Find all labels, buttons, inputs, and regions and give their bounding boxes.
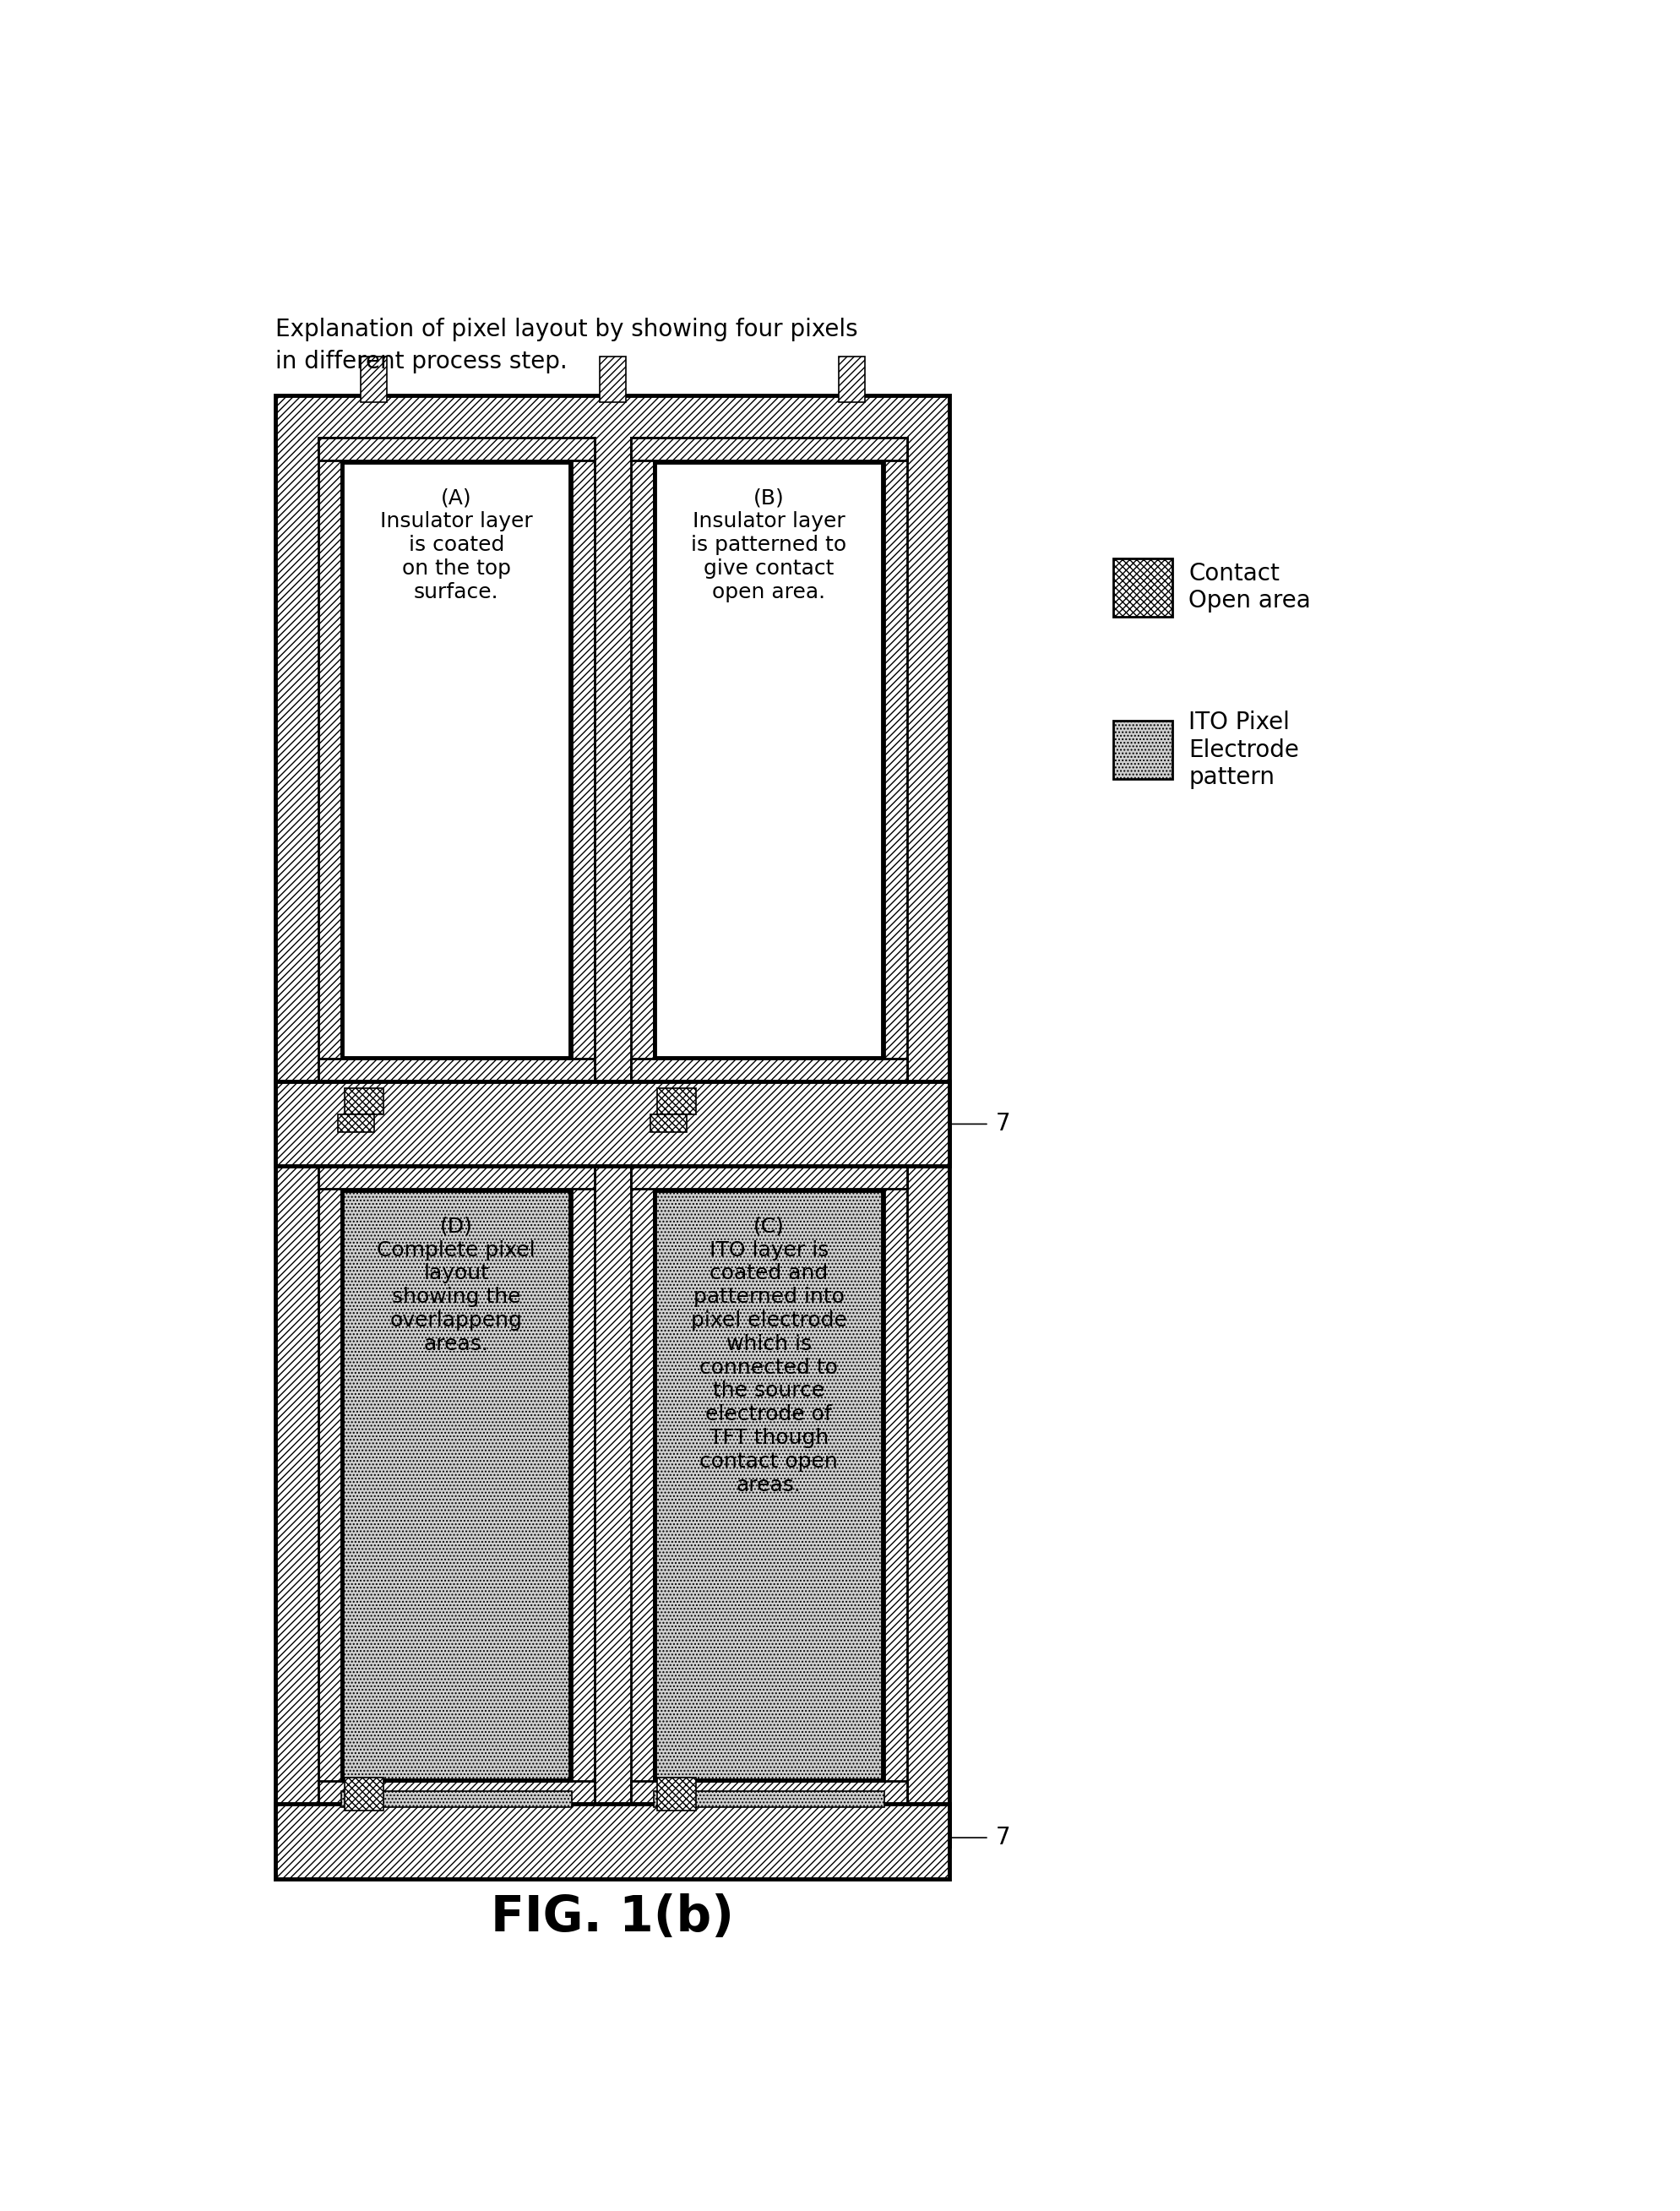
- Text: FIG. 1(b): FIG. 1(b): [491, 1893, 734, 1941]
- Bar: [338, 1114, 375, 1132]
- Bar: [1114, 721, 1173, 778]
- Text: (A)
Insulator layer
is coated
on the top
surface.: (A) Insulator layer is coated on the top…: [380, 489, 533, 601]
- Bar: [361, 356, 386, 402]
- Bar: [344, 1778, 383, 1811]
- Text: Explanation of pixel layout by showing four pixels: Explanation of pixel layout by showing f…: [276, 318, 858, 340]
- Bar: [344, 1088, 383, 1114]
- Bar: [630, 1167, 654, 1804]
- Bar: [318, 438, 341, 1081]
- Bar: [318, 1167, 595, 1804]
- Bar: [630, 438, 654, 1081]
- Bar: [657, 1088, 696, 1114]
- Bar: [318, 1167, 341, 1804]
- Bar: [571, 1167, 595, 1804]
- Bar: [341, 1791, 571, 1806]
- Bar: [884, 1167, 907, 1804]
- Bar: [654, 1791, 884, 1806]
- Bar: [630, 1167, 907, 1190]
- Bar: [650, 1114, 687, 1132]
- Bar: [318, 1059, 595, 1081]
- Bar: [630, 1059, 907, 1081]
- Bar: [318, 438, 595, 1081]
- Text: ITO Pixel
Electrode
pattern: ITO Pixel Electrode pattern: [1189, 710, 1299, 789]
- Bar: [343, 462, 570, 1057]
- Bar: [630, 438, 907, 1081]
- Text: in different process step.: in different process step.: [276, 349, 568, 374]
- Bar: [318, 438, 595, 460]
- Bar: [600, 356, 625, 402]
- Text: 7: 7: [996, 1112, 1010, 1136]
- Bar: [630, 438, 907, 460]
- Bar: [630, 1167, 907, 1804]
- Bar: [318, 1167, 595, 1190]
- Bar: [838, 356, 865, 402]
- Bar: [630, 1782, 907, 1804]
- Bar: [571, 438, 595, 1081]
- Text: Contact
Open area: Contact Open area: [1189, 562, 1310, 612]
- Bar: [1114, 557, 1173, 617]
- Text: (C)
ITO layer is
coated and
patterned into
pixel electrode
which is
connected to: (C) ITO layer is coated and patterned in…: [690, 1216, 847, 1495]
- Bar: [657, 1778, 696, 1811]
- Bar: [343, 1190, 570, 1780]
- Bar: [318, 1782, 595, 1804]
- Bar: [655, 462, 884, 1057]
- Text: (D)
Complete pixel
layout
showing the
overlappeng
areas.: (D) Complete pixel layout showing the ov…: [376, 1216, 536, 1353]
- Bar: [655, 1190, 884, 1780]
- Text: (B)
Insulator layer
is patterned to
give contact
open area.: (B) Insulator layer is patterned to give…: [690, 489, 847, 601]
- Bar: [276, 1081, 949, 1167]
- Text: 7: 7: [996, 1826, 1010, 1851]
- Bar: [276, 396, 949, 1846]
- Bar: [884, 438, 907, 1081]
- Bar: [276, 1804, 949, 1879]
